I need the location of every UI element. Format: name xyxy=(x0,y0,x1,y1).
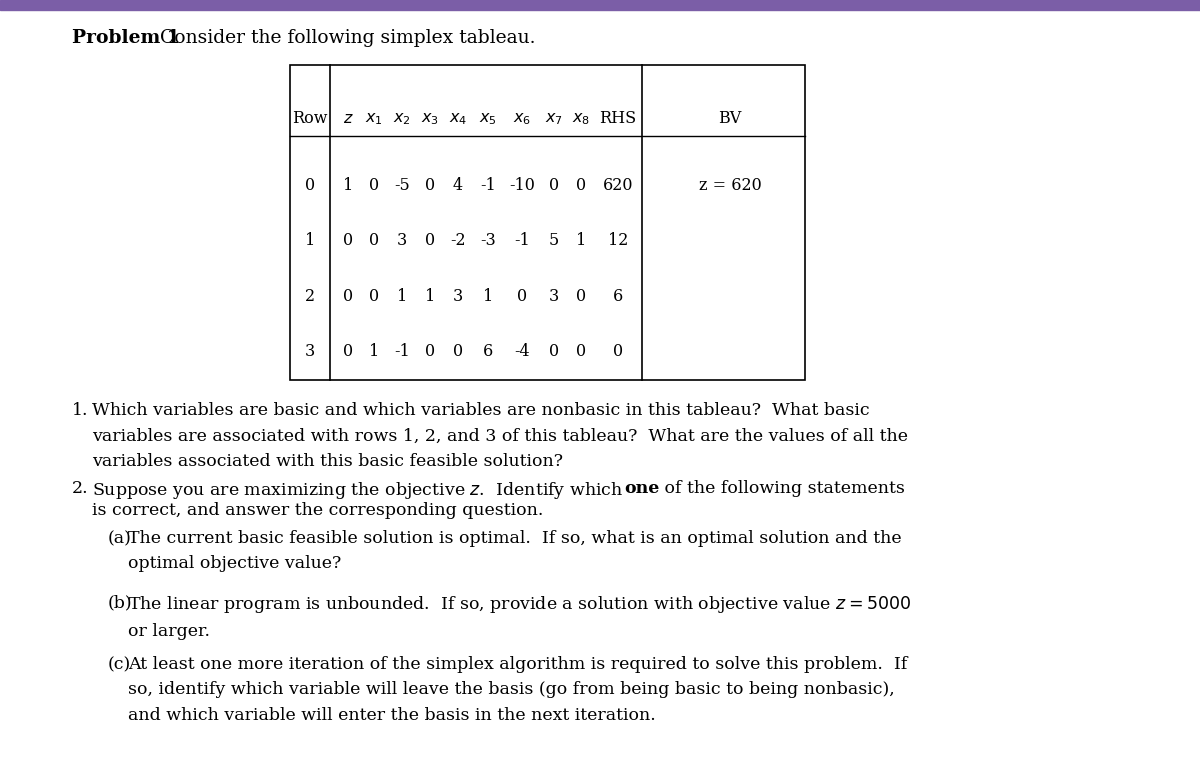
Text: -5: -5 xyxy=(394,176,410,194)
Text: 2: 2 xyxy=(305,288,316,304)
Text: At least one more iteration of the simplex algorithm is required to solve this p: At least one more iteration of the simpl… xyxy=(128,656,907,724)
Text: Problem 1: Problem 1 xyxy=(72,29,180,47)
Text: 1: 1 xyxy=(576,231,586,249)
Text: (b): (b) xyxy=(108,594,133,611)
Text: 0: 0 xyxy=(425,176,436,194)
Text: 4: 4 xyxy=(452,176,463,194)
Text: 0: 0 xyxy=(576,343,586,360)
Text: $z$: $z$ xyxy=(343,110,353,126)
Text: Suppose you are maximizing the objective $z$.  Identify which: Suppose you are maximizing the objective… xyxy=(92,480,624,501)
Text: $x_3$: $x_3$ xyxy=(421,110,439,126)
Text: $x_7$: $x_7$ xyxy=(545,110,563,126)
Text: 0: 0 xyxy=(425,343,436,360)
Text: Row: Row xyxy=(293,110,328,126)
Text: $x_2$: $x_2$ xyxy=(394,110,410,126)
Text: 0: 0 xyxy=(368,231,379,249)
Text: -1: -1 xyxy=(394,343,410,360)
Text: 3: 3 xyxy=(452,288,463,304)
Text: 0: 0 xyxy=(425,231,436,249)
Text: 1: 1 xyxy=(305,231,316,249)
Text: 0: 0 xyxy=(517,288,527,304)
Text: (c): (c) xyxy=(108,656,131,673)
Text: 3: 3 xyxy=(397,231,407,249)
Text: 2.: 2. xyxy=(72,480,89,497)
Text: 0: 0 xyxy=(452,343,463,360)
Text: The linear program is unbounded.  If so, provide a solution with objective value: The linear program is unbounded. If so, … xyxy=(128,594,911,641)
Text: is correct, and answer the corresponding question.: is correct, and answer the corresponding… xyxy=(92,502,544,519)
Text: $x_4$: $x_4$ xyxy=(449,110,467,126)
Text: 1: 1 xyxy=(397,288,407,304)
Text: RHS: RHS xyxy=(600,110,636,126)
Text: 6: 6 xyxy=(482,343,493,360)
Text: 12: 12 xyxy=(608,231,628,249)
Text: 1: 1 xyxy=(482,288,493,304)
Text: z = 620: z = 620 xyxy=(698,176,761,194)
Bar xyxy=(0,0,1200,10)
Text: -2: -2 xyxy=(450,231,466,249)
Text: 1: 1 xyxy=(368,343,379,360)
Text: BV: BV xyxy=(719,110,742,126)
Text: Which variables are basic and which variables are nonbasic in this tableau?  Wha: Which variables are basic and which vari… xyxy=(92,402,908,470)
Text: 1: 1 xyxy=(343,176,353,194)
Text: 0: 0 xyxy=(343,343,353,360)
Text: 0: 0 xyxy=(305,176,316,194)
Text: 0: 0 xyxy=(343,231,353,249)
Text: 3: 3 xyxy=(548,288,559,304)
Text: -1: -1 xyxy=(514,231,530,249)
Text: 5: 5 xyxy=(548,231,559,249)
Text: -10: -10 xyxy=(509,176,535,194)
Text: 6: 6 xyxy=(613,288,623,304)
Bar xyxy=(290,65,805,380)
Text: 0: 0 xyxy=(368,176,379,194)
Text: 0: 0 xyxy=(576,288,586,304)
Text: $x_8$: $x_8$ xyxy=(572,110,590,126)
Text: of the following statements: of the following statements xyxy=(659,480,905,497)
Text: 0: 0 xyxy=(576,176,586,194)
Text: 1: 1 xyxy=(425,288,436,304)
Text: $x_5$: $x_5$ xyxy=(479,110,497,126)
Text: The current basic feasible solution is optimal.  If so, what is an optimal solut: The current basic feasible solution is o… xyxy=(128,530,901,572)
Text: Consider the following simplex tableau.: Consider the following simplex tableau. xyxy=(154,29,535,47)
Text: 0: 0 xyxy=(613,343,623,360)
Text: $x_1$: $x_1$ xyxy=(365,110,383,126)
Text: $x_6$: $x_6$ xyxy=(512,110,532,126)
Text: (a): (a) xyxy=(108,530,132,547)
Text: 0: 0 xyxy=(548,176,559,194)
Text: 0: 0 xyxy=(368,288,379,304)
Text: 0: 0 xyxy=(343,288,353,304)
Text: -1: -1 xyxy=(480,176,496,194)
Text: 620: 620 xyxy=(602,176,634,194)
Text: -4: -4 xyxy=(514,343,530,360)
Text: 0: 0 xyxy=(548,343,559,360)
Text: -3: -3 xyxy=(480,231,496,249)
Text: 3: 3 xyxy=(305,343,316,360)
Text: one: one xyxy=(624,480,659,497)
Text: 1.: 1. xyxy=(72,402,89,419)
